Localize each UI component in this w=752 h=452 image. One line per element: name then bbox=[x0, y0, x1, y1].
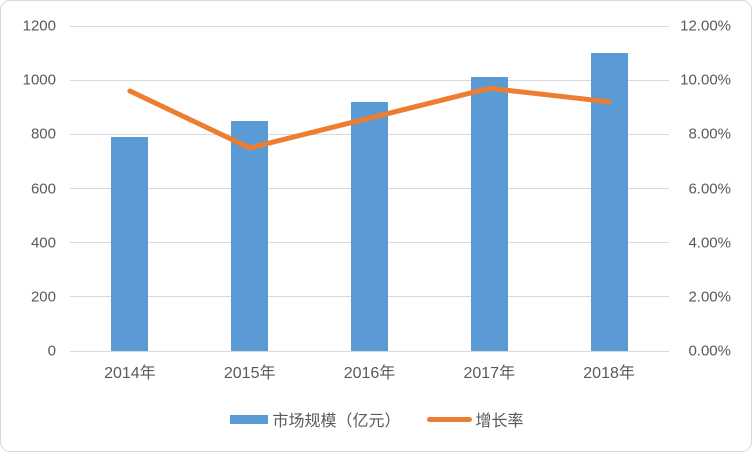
left-axis-tick: 0 bbox=[47, 342, 56, 360]
x-axis-label-2014年: 2014年 bbox=[104, 365, 156, 382]
left-axis-tick: 600 bbox=[30, 180, 56, 197]
bar-2015年 bbox=[231, 120, 269, 351]
gridline bbox=[70, 350, 669, 352]
growth-rate-line bbox=[127, 85, 612, 151]
legend-label-growth-rate: 增长率 bbox=[475, 413, 524, 430]
plot-area bbox=[70, 25, 669, 352]
x-axis-label-2017年: 2017年 bbox=[463, 365, 516, 382]
left-axis-tick: 800 bbox=[30, 125, 56, 143]
right-axis-tick: 10.00% bbox=[680, 71, 731, 89]
line-series bbox=[127, 85, 612, 151]
legend: 市场规模（亿元） 增长率 bbox=[1, 407, 752, 431]
right-axis-tick: 2.00% bbox=[688, 288, 731, 306]
legend-label-market-size: 市场规模（亿元） bbox=[272, 413, 401, 430]
legend-item-market-size: 市场规模（亿元） bbox=[230, 407, 401, 431]
right-axis-tick: 4.00% bbox=[688, 234, 731, 252]
x-axis-label-2015年: 2015年 bbox=[223, 365, 276, 382]
left-axis-tick: 1200 bbox=[22, 17, 56, 35]
legend-item-growth-rate: 增长率 bbox=[426, 407, 524, 431]
bar-2017年 bbox=[470, 77, 508, 351]
left-axis-tick: 400 bbox=[30, 234, 56, 252]
line-legend-swatch bbox=[426, 416, 472, 422]
x-axis-label-2016年: 2016年 bbox=[343, 365, 396, 382]
left-axis-tick: 1000 bbox=[22, 71, 56, 89]
bar-legend-swatch bbox=[230, 414, 269, 424]
right-axis-tick: 6.00% bbox=[688, 180, 731, 197]
right-axis-tick: 0.00% bbox=[688, 342, 731, 360]
left-axis-tick: 200 bbox=[30, 288, 56, 306]
right-axis-tick: 8.00% bbox=[688, 125, 731, 143]
x-axis-label-2018年: 2018年 bbox=[583, 365, 635, 382]
bar-2014年 bbox=[111, 137, 149, 351]
gridline bbox=[70, 25, 669, 27]
right-axis-tick: 12.00% bbox=[680, 17, 731, 35]
gridline bbox=[70, 79, 669, 81]
bar-2016年 bbox=[351, 101, 388, 351]
